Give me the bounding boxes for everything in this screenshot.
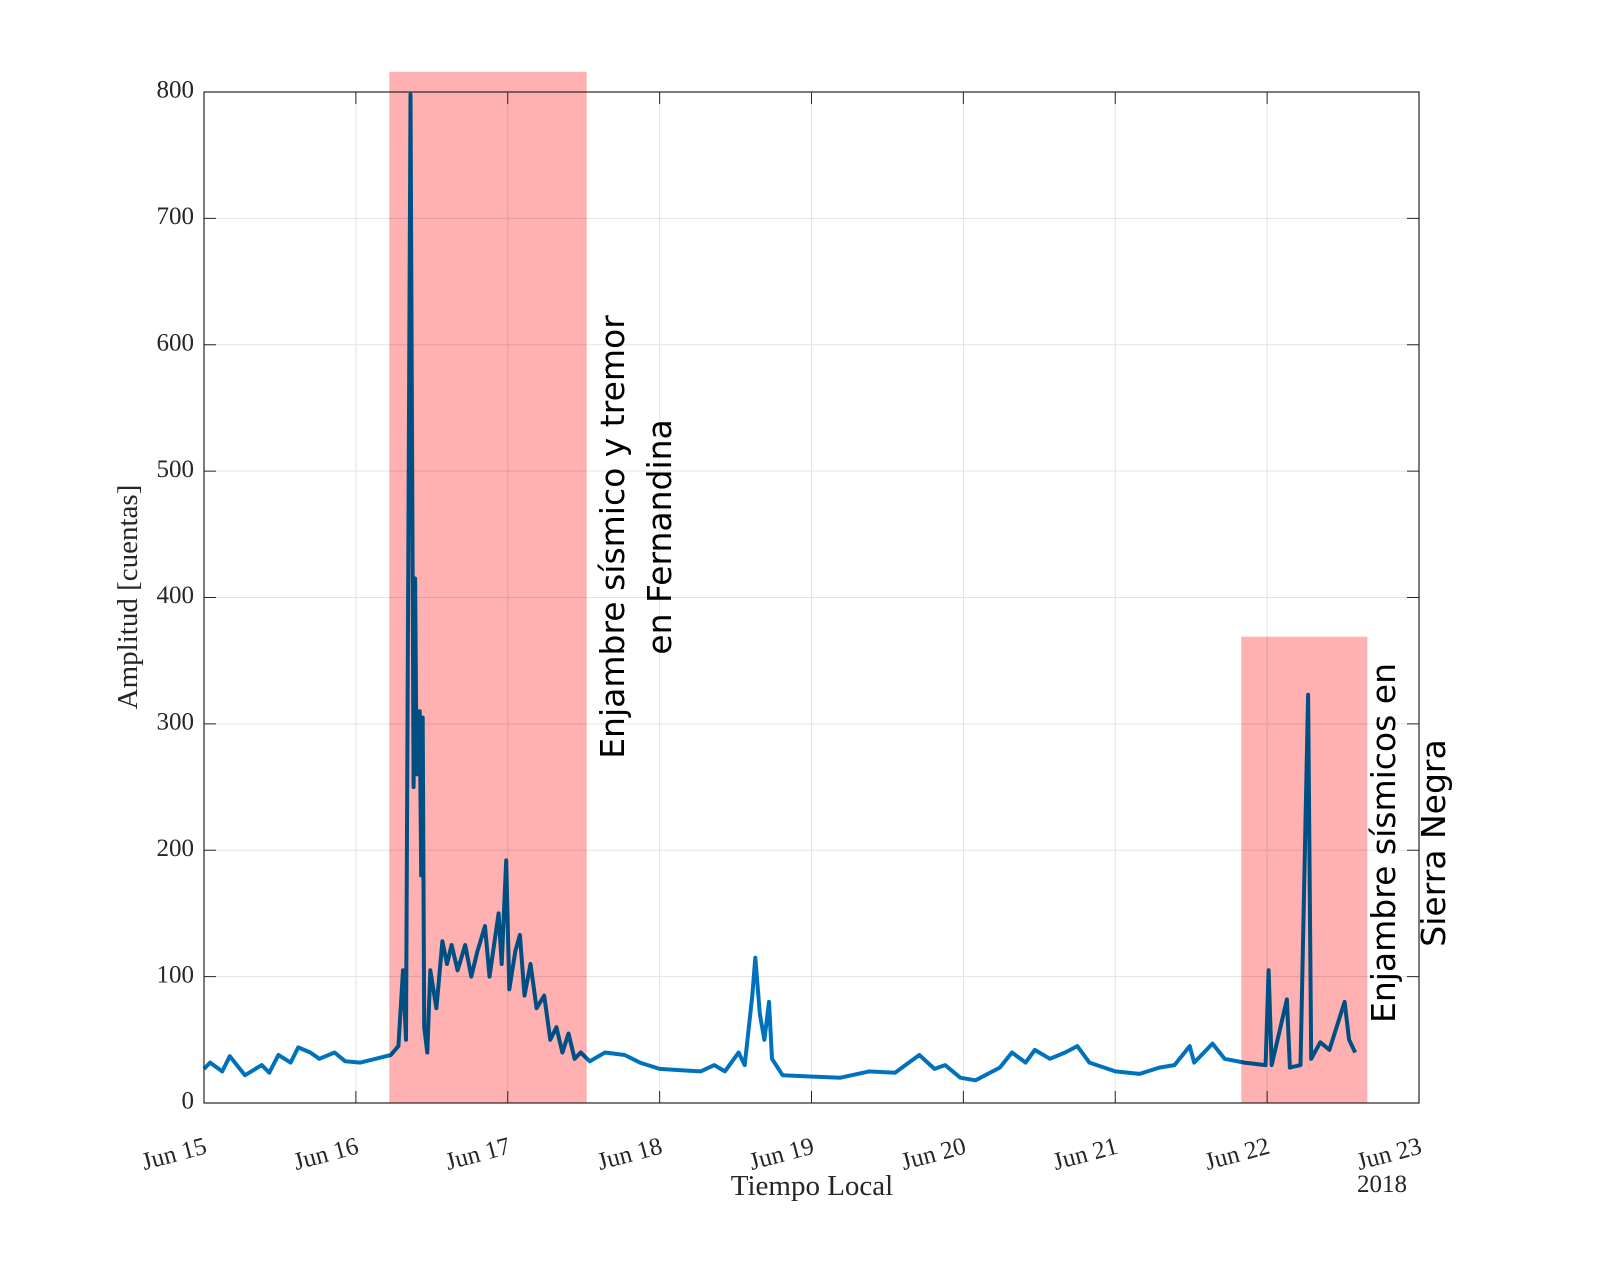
data-line: [202, 92, 1358, 1083]
x-tick-label: Jun 20: [898, 1133, 969, 1176]
annotation: Enjambre sísmico y tremor: [593, 315, 632, 759]
annotation: en Fernandina: [640, 419, 679, 654]
year-label: 2018: [1357, 1171, 1407, 1198]
highlight-region: [389, 71, 587, 1103]
y-tick-label: 100: [157, 961, 195, 988]
x-tick-label: Jun 22: [1202, 1133, 1273, 1176]
x-tick-label: Jun 17: [443, 1133, 514, 1176]
x-tick-label: Jun 23: [1354, 1133, 1425, 1176]
y-axis-label: Amplitud [cuentas]: [112, 485, 144, 710]
x-tick-label: Jun 16: [291, 1133, 362, 1176]
annotation: Sierra Negra: [1414, 739, 1453, 946]
y-tick-label: 300: [157, 709, 195, 736]
annotation: Enjambre sísmicos en: [1364, 663, 1403, 1023]
y-tick-label: 200: [157, 835, 195, 862]
x-axis-label: Tiempo Local: [731, 1170, 893, 1202]
y-tick-label: 500: [157, 456, 195, 483]
x-tick-label: Jun 18: [594, 1133, 665, 1176]
x-tick-label: Jun 21: [1050, 1133, 1121, 1176]
y-tick-label: 600: [157, 329, 195, 356]
y-tick-label: 800: [157, 77, 195, 104]
y-tick-label: 400: [157, 582, 195, 609]
highlight-region: [1241, 636, 1368, 1103]
y-tick-label: 0: [182, 1088, 195, 1115]
y-tick-label: 700: [157, 203, 195, 230]
x-tick-label: Jun 15: [139, 1133, 210, 1176]
